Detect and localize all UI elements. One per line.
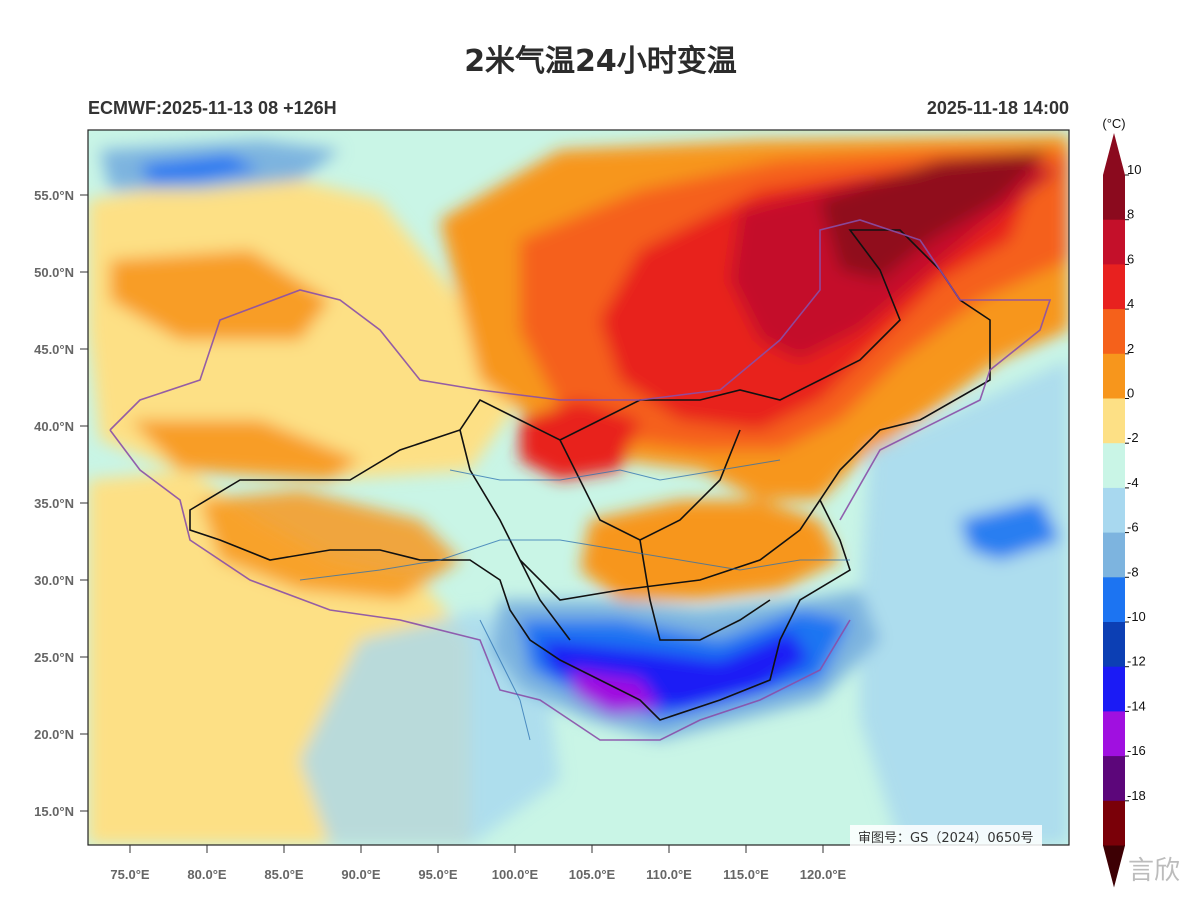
colorbar-level-label: -6 — [1127, 520, 1139, 535]
colorbar-level-label: -14 — [1127, 698, 1146, 713]
colorbar-segment — [1103, 487, 1125, 534]
lat-tick-label: 35.0°N — [34, 496, 74, 511]
colorbar-segment — [1103, 398, 1125, 444]
lon-tick-label: 100.0°E — [492, 867, 539, 882]
colorbar-level-label: -12 — [1127, 654, 1146, 669]
rivers — [299, 459, 850, 741]
lat-tick-label: 45.0°N — [34, 342, 74, 357]
colorbar-top-arrow — [1103, 133, 1125, 175]
lon-tick-label: 105.0°E — [569, 867, 616, 882]
lat-tick-label: 40.0°N — [34, 419, 74, 434]
lon-tick-label: 75.0°E — [110, 867, 150, 882]
map-title: 2米气温24小时变温 — [464, 44, 737, 79]
colorbar-segment — [1103, 666, 1125, 712]
colorbar-level-label: -16 — [1127, 743, 1146, 758]
colorbar-bottom-arrow — [1103, 845, 1125, 888]
colorbar-segment — [1103, 353, 1125, 399]
colorbar-segment — [1103, 622, 1125, 668]
temperature-field — [88, 130, 1069, 845]
colorbar-segment — [1103, 443, 1125, 489]
colorbar-segment — [1103, 577, 1125, 623]
colorbar-unit: (°C) — [1102, 116, 1125, 131]
lon-tick-label: 120.0°E — [800, 867, 847, 882]
colorbar-level-label: -18 — [1127, 788, 1146, 803]
colorbar-level-label: -2 — [1127, 430, 1139, 445]
longitude-axis: 75.0°E 80.0°E 85.0°E 90.0°E 95.0°E 100.0°E 105… — [110, 845, 847, 882]
map-approval-number: 审图号：GS（2024）0650号 — [850, 825, 1042, 848]
province-borders — [189, 229, 991, 721]
colorbar-level-label: 10 — [1127, 162, 1141, 177]
lat-tick-label: 25.0°N — [34, 650, 74, 665]
colorbar-level-label: 4 — [1127, 296, 1134, 311]
latitude-axis: 55.0°N 50.0°N 45.0°N 40.0°N 35.0°N 30.0°N 25.0… — [34, 188, 88, 819]
lon-tick-label: 115.0°E — [723, 867, 769, 882]
colorbar-level-label: 8 — [1127, 207, 1134, 222]
colorbar-segment — [1103, 264, 1125, 310]
colorbar-level-label: 0 — [1127, 386, 1134, 401]
colorbar-segment — [1103, 532, 1125, 578]
lon-tick-label: 110.0°E — [646, 867, 692, 882]
lon-tick-label: 90.0°E — [341, 867, 381, 882]
watermark: 言欣 — [1128, 856, 1181, 886]
lat-tick-label: 55.0°N — [34, 188, 74, 203]
colorbar-level-label: -10 — [1127, 609, 1146, 624]
lat-tick-label: 50.0°N — [34, 265, 74, 280]
colorbar-segment — [1103, 175, 1125, 221]
colorbar-segment — [1103, 756, 1125, 802]
colorbar-segment — [1103, 219, 1125, 265]
lon-tick-label: 85.0°E — [264, 867, 304, 882]
colorbar: (°C) 10 8 6 4 2 0 -2 -4 -6 -8 -10 -12 -14 -16 -18 — [1102, 116, 1146, 888]
colorbar-segment — [1103, 309, 1125, 355]
model-run-label: ECMWF:2025-11-13 08 +126H — [88, 98, 337, 118]
colorbar-segment — [1103, 800, 1125, 846]
lon-tick-label: 95.0°E — [418, 867, 458, 882]
valid-time-label: 2025-11-18 14:00 — [926, 98, 1069, 118]
colorbar-level-label: -8 — [1127, 564, 1139, 579]
lon-tick-label: 80.0°E — [187, 867, 227, 882]
colorbar-segment — [1103, 711, 1125, 757]
colorbar-level-label: 2 — [1127, 341, 1134, 356]
lat-tick-label: 15.0°N — [34, 804, 74, 819]
map-frame — [87, 129, 1070, 846]
national-border — [109, 219, 1052, 741]
colorbar-level-label: 6 — [1127, 251, 1134, 266]
lat-tick-label: 20.0°N — [34, 727, 74, 742]
colorbar-level-label: -4 — [1127, 475, 1139, 490]
lat-tick-label: 30.0°N — [34, 573, 74, 588]
